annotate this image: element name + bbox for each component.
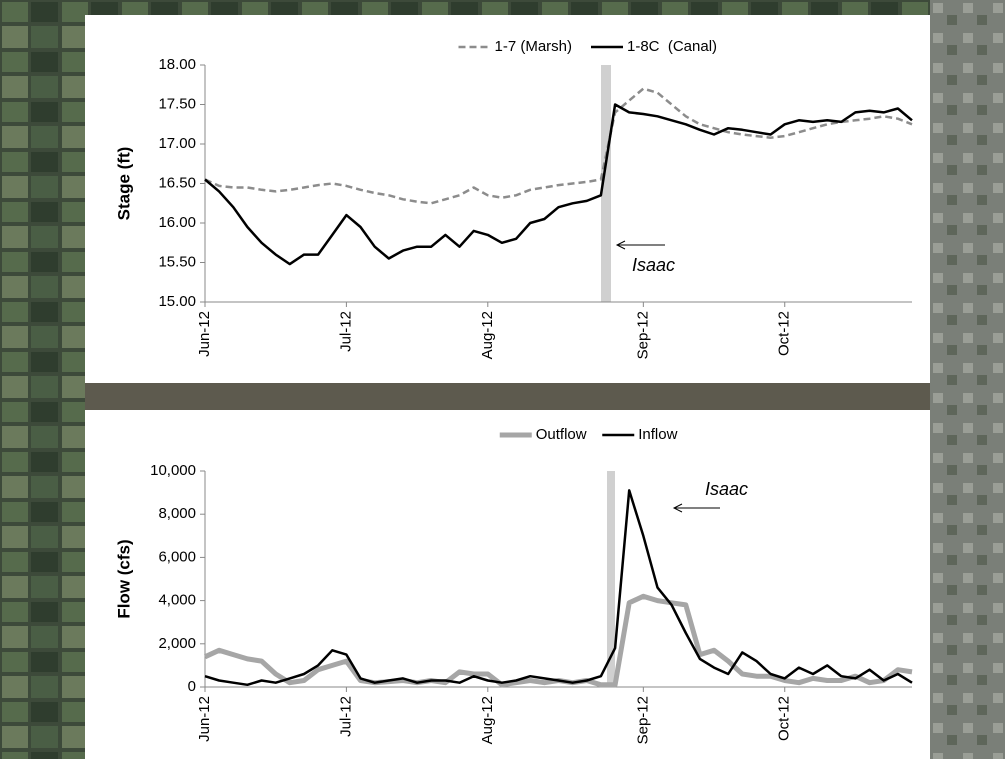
legend-label: Outflow [536,426,587,443]
x-tick-label: Jul-12 [337,311,354,352]
x-tick-label: Aug-12 [479,311,496,359]
figure: 15.00 15.50 16.00 16.50 17.00 17.50 18.00 Jun-1… [0,0,1005,759]
y-tick-label: 0 [188,678,196,695]
legend-label: 1-8C (Canal) [627,38,717,55]
y-tick-label: 2,000 [158,635,196,652]
x-tick-label: Sep-12 [634,696,651,744]
y-tick-label: 8,000 [158,505,196,522]
y-tick-label: 15.00 [158,293,196,310]
y-tick-label: 4,000 [158,592,196,609]
x-tick-label: Jul-12 [337,696,354,737]
y-tick-label: 17.50 [158,95,196,112]
y-axis-title: Flow (cfs) [114,539,133,618]
x-tick-label: Oct-12 [776,311,793,356]
x-tick-label: Aug-12 [479,696,496,744]
legend-label: 1-7 (Marsh) [495,38,573,55]
map-strip [85,383,930,410]
x-tick-label: Sep-12 [634,311,651,359]
y-tick-label: 18.00 [158,56,196,73]
y-tick-label: 6,000 [158,548,196,565]
legend-label: Inflow [638,426,677,443]
y-tick-label: 17.00 [158,135,196,152]
x-tick-label: Jun-12 [196,696,213,742]
y-tick-label: 16.50 [158,174,196,191]
annotation-text: Isaac [705,479,748,499]
y-tick-label: 16.00 [158,214,196,231]
annotation-text: Isaac [632,255,675,275]
y-tick-label: 15.50 [158,253,196,270]
page: 15.00 15.50 16.00 16.50 17.00 17.50 18.00 Jun-1… [0,0,1005,759]
x-tick-label: Jun-12 [196,311,213,357]
town-area [930,0,1005,759]
y-axis-title: Stage (ft) [114,147,133,221]
x-tick-label: Oct-12 [776,696,793,741]
y-tick-label: 10,000 [150,462,196,479]
